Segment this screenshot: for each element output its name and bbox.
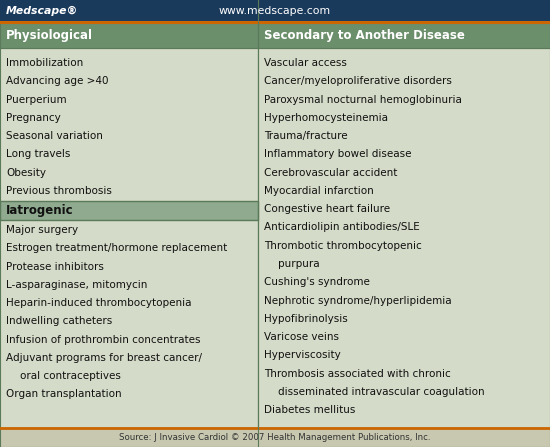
Text: Nephrotic syndrome/hyperlipidemia: Nephrotic syndrome/hyperlipidemia	[264, 295, 452, 306]
Text: Previous thrombosis: Previous thrombosis	[6, 186, 112, 196]
Text: Anticardiolipin antibodies/SLE: Anticardiolipin antibodies/SLE	[264, 223, 420, 232]
Text: Pregnancy: Pregnancy	[6, 113, 60, 123]
Bar	[0, 48, 258, 428]
Text: Varicose veins: Varicose veins	[264, 332, 339, 342]
Text: Obesity: Obesity	[6, 168, 46, 177]
Text: Immobilization: Immobilization	[6, 58, 83, 68]
Text: Protease inhibitors: Protease inhibitors	[6, 261, 104, 272]
Text: Thrombosis associated with chronic: Thrombosis associated with chronic	[264, 369, 451, 379]
Bar	[0, 22, 258, 48]
Bar	[0, 202, 258, 220]
Text: Major surgery: Major surgery	[6, 225, 78, 235]
Text: Congestive heart failure: Congestive heart failure	[264, 204, 390, 214]
Text: Advancing age >40: Advancing age >40	[6, 76, 108, 86]
Text: Heparin-induced thrombocytopenia: Heparin-induced thrombocytopenia	[6, 298, 191, 308]
Text: Physiological: Physiological	[6, 29, 93, 42]
Text: Long travels: Long travels	[6, 149, 70, 160]
Text: oral contraceptives: oral contraceptives	[20, 371, 121, 381]
Text: www.medscape.com: www.medscape.com	[219, 6, 331, 16]
Text: Adjuvant programs for breast cancer/: Adjuvant programs for breast cancer/	[6, 353, 202, 363]
Text: Medscape®: Medscape®	[6, 6, 78, 16]
Text: Cushing's syndrome: Cushing's syndrome	[264, 277, 370, 287]
Text: Inflammatory bowel disease: Inflammatory bowel disease	[264, 149, 411, 160]
Text: Seasonal variation: Seasonal variation	[6, 131, 103, 141]
Text: Vascular access: Vascular access	[264, 58, 347, 68]
Text: Hyperviscosity: Hyperviscosity	[264, 350, 341, 360]
Text: Cerebrovascular accident: Cerebrovascular accident	[264, 168, 397, 177]
Bar	[258, 22, 550, 48]
Text: Paroxysmal nocturnal hemoglobinuria: Paroxysmal nocturnal hemoglobinuria	[264, 95, 462, 105]
Text: Iatrogenic: Iatrogenic	[6, 204, 74, 217]
Text: Estrogen treatment/hormone replacement: Estrogen treatment/hormone replacement	[6, 243, 227, 253]
Bar	[258, 48, 550, 428]
Text: Secondary to Another Disease: Secondary to Another Disease	[264, 29, 465, 42]
Bar	[0, 428, 550, 447]
Text: Myocardial infarction: Myocardial infarction	[264, 186, 374, 196]
Text: Cancer/myeloproliferative disorders: Cancer/myeloproliferative disorders	[264, 76, 452, 86]
Text: Organ transplantation: Organ transplantation	[6, 389, 122, 400]
Text: Indwelling catheters: Indwelling catheters	[6, 316, 112, 326]
Text: Diabetes mellitus: Diabetes mellitus	[264, 405, 355, 415]
Text: disseminated intravascular coagulation: disseminated intravascular coagulation	[278, 387, 485, 397]
Text: L-asparaginase, mitomycin: L-asparaginase, mitomycin	[6, 280, 147, 290]
Text: Trauma/fracture: Trauma/fracture	[264, 131, 348, 141]
Text: Puerperium: Puerperium	[6, 95, 67, 105]
Text: purpura: purpura	[278, 259, 320, 269]
Text: Hypofibrinolysis: Hypofibrinolysis	[264, 314, 348, 324]
Bar	[0, 0, 550, 22]
Text: Hyperhomocysteinemia: Hyperhomocysteinemia	[264, 113, 388, 123]
Text: Source: J Invasive Cardiol © 2007 Health Management Publications, Inc.: Source: J Invasive Cardiol © 2007 Health…	[119, 433, 431, 442]
Text: Thrombotic thrombocytopenic: Thrombotic thrombocytopenic	[264, 241, 422, 251]
Text: Infusion of prothrombin concentrates: Infusion of prothrombin concentrates	[6, 335, 201, 345]
